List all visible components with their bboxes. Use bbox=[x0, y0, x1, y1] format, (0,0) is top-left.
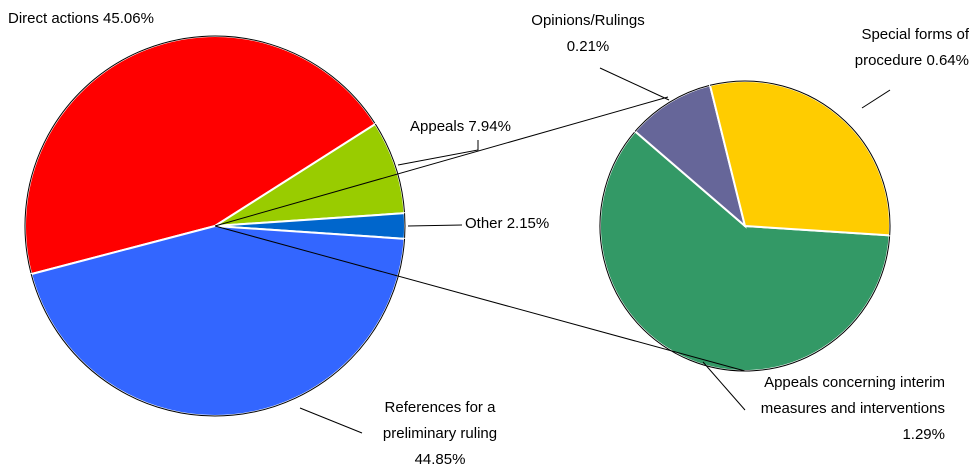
slice-outline bbox=[30, 238, 406, 417]
connector-line bbox=[214, 225, 746, 372]
wedges bbox=[24, 35, 891, 417]
slice-outline bbox=[374, 123, 406, 214]
leader-line bbox=[702, 361, 746, 411]
slice-outline bbox=[709, 80, 891, 236]
slice-outline bbox=[24, 35, 376, 275]
slice-label: Appeals concerning interim measures and … bbox=[755, 370, 945, 448]
slice-label: Opinions/Rulings 0.21% bbox=[518, 8, 658, 60]
connectors bbox=[214, 67, 891, 434]
slice-label: Appeals 7.94% bbox=[410, 114, 511, 140]
leader-line bbox=[407, 224, 463, 227]
slice-outline bbox=[634, 84, 711, 132]
label-value: 7.94% bbox=[468, 118, 511, 135]
leader-line bbox=[861, 89, 891, 109]
leader-line bbox=[299, 407, 363, 434]
label-name: References for a preliminary ruling bbox=[382, 399, 498, 442]
label-name: Opinions/Rulings bbox=[531, 12, 645, 29]
label-name: Appeals bbox=[410, 118, 465, 135]
label-value: 44.85% bbox=[414, 451, 466, 465]
slice-label: References for a preliminary ruling 44.85… bbox=[372, 395, 508, 465]
connector-line bbox=[214, 96, 669, 227]
label-name: Direct actions bbox=[8, 10, 99, 27]
label-name: Special forms of procedure bbox=[854, 26, 969, 69]
label-value: 2.15% bbox=[506, 215, 550, 232]
leader-line bbox=[397, 140, 479, 166]
slice-label: Special forms of procedure 0.64% bbox=[839, 22, 969, 74]
label-value: 0.64% bbox=[926, 52, 969, 69]
slice-label: Other 2.15% bbox=[465, 211, 549, 237]
label-value: 45.06% bbox=[103, 10, 154, 27]
label-value: 1.29% bbox=[902, 426, 945, 443]
label-value: 0.21% bbox=[566, 38, 610, 55]
slice-label: Direct actions 45.06% bbox=[8, 6, 154, 32]
slice-outline bbox=[599, 131, 891, 372]
leader-line bbox=[599, 67, 670, 101]
label-name: Appeals concerning interim measures and … bbox=[760, 374, 945, 417]
label-name: Other bbox=[465, 215, 503, 232]
